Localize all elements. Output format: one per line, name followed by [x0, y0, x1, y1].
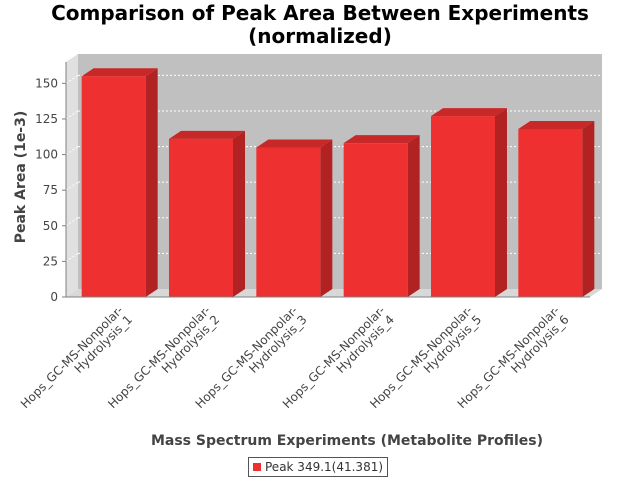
- chart-title-line-2: (normalized): [248, 24, 392, 48]
- plot-back-wall: [78, 54, 602, 289]
- legend: Peak 349.1(41.381): [248, 457, 389, 477]
- bar-front: [169, 138, 233, 297]
- plot-background: [66, 54, 602, 297]
- gridline-diagonal: [65, 181, 79, 191]
- chart-title: Comparison of Peak Area Between Experime…: [0, 2, 640, 48]
- bar-side: [582, 120, 595, 297]
- bars: [81, 68, 595, 297]
- gridline-diagonal: [65, 146, 79, 155]
- bar: [343, 135, 420, 297]
- y-tick-label: 100: [35, 148, 58, 162]
- bar-top: [518, 120, 595, 129]
- bar: [81, 68, 158, 297]
- gridline-diagonal: [65, 252, 79, 262]
- bar-front: [256, 147, 321, 297]
- bar: [431, 108, 507, 297]
- bar-top: [256, 139, 333, 148]
- bar-top: [343, 135, 420, 144]
- plot-left-wall: [66, 54, 78, 297]
- gridline-diagonal: [65, 74, 79, 84]
- bar-side: [145, 68, 158, 297]
- bar: [169, 130, 245, 297]
- y-tick-label: 125: [35, 112, 58, 126]
- y-tick-label: 75: [43, 183, 58, 197]
- gridline-diagonal: [65, 217, 79, 227]
- bar-side: [233, 130, 245, 297]
- gridlines: [65, 74, 602, 262]
- y-tick-label: 0: [50, 290, 58, 304]
- legend-swatch: [253, 463, 261, 471]
- y-tick-label: 25: [43, 254, 58, 268]
- x-tick-label-line: Hops_GC-MS-Nonpolar-: [18, 303, 126, 411]
- bar-top: [431, 108, 507, 117]
- legend-label: Peak 349.1(41.381): [265, 460, 384, 474]
- x-axis-label: Mass Spectrum Experiments (Metabolite Pr…: [151, 433, 543, 449]
- chart-title-line-1: Comparison of Peak Area Between Experime…: [51, 1, 589, 25]
- bar-top: [169, 130, 245, 139]
- y-tick-label: 150: [35, 76, 58, 90]
- y-tick-label: 50: [43, 219, 58, 233]
- bar-front: [81, 76, 146, 297]
- bar-side: [407, 135, 420, 297]
- bar-front: [431, 116, 495, 297]
- bar-side: [495, 108, 507, 297]
- x-axis: Hops_GC-MS-Nonpolar-Hydrolysis_1Hops_GC-…: [18, 296, 590, 411]
- bar-front: [343, 143, 408, 297]
- bar: [256, 139, 333, 297]
- bar-top: [81, 68, 158, 77]
- bar-front: [518, 128, 583, 297]
- bar: [518, 120, 595, 297]
- bar-side: [320, 139, 333, 297]
- y-axis: 0 25 50 75 100 125 150: [35, 62, 67, 304]
- y-axis-label: Peak Area (1e-3): [13, 111, 29, 244]
- gridline-diagonal: [65, 110, 79, 120]
